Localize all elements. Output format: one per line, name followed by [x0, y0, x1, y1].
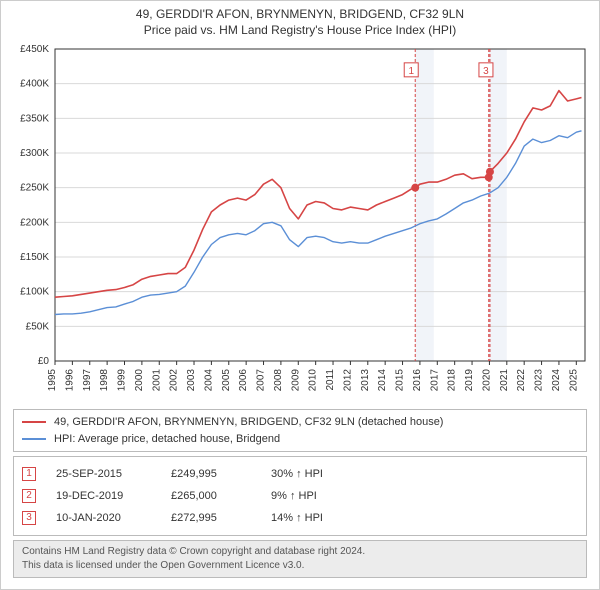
svg-text:2022: 2022 — [516, 369, 527, 392]
svg-text:2012: 2012 — [342, 369, 353, 392]
chart-area: £0 £50K £100K £150K £200K £250K £300K £350K £400… — [9, 41, 591, 403]
svg-text:1999: 1999 — [117, 369, 128, 392]
legend-label-property: 49, GERDDI'R AFON, BRYNMENYN, BRIDGEND, … — [54, 414, 443, 431]
svg-text:2007: 2007 — [256, 369, 267, 392]
svg-text:2005: 2005 — [221, 369, 232, 392]
footer-line-1: Contains HM Land Registry data © Crown c… — [22, 545, 578, 559]
sale-date: 19-DEC-2019 — [56, 490, 151, 502]
svg-text:1996: 1996 — [64, 369, 75, 392]
sale-number: 1 — [26, 469, 32, 479]
sale-hpi: 9% ↑ HPI — [271, 490, 317, 502]
svg-text:2016: 2016 — [412, 369, 423, 392]
sale-price: £249,995 — [171, 468, 251, 480]
svg-text:2024: 2024 — [551, 369, 562, 392]
svg-text:£250K: £250K — [20, 183, 49, 194]
svg-text:£50K: £50K — [26, 321, 50, 332]
svg-text:£0: £0 — [38, 356, 50, 367]
sale-date: 10-JAN-2020 — [56, 512, 151, 524]
chart-frame: 49, GERDDI'R AFON, BRYNMENYN, BRIDGEND, … — [0, 0, 600, 590]
svg-text:2025: 2025 — [568, 369, 579, 392]
sale-row: 1 25-SEP-2015 £249,995 30% ↑ HPI — [22, 463, 578, 485]
svg-text:2021: 2021 — [499, 369, 510, 392]
sale-marker: 2 — [22, 489, 36, 503]
svg-text:2014: 2014 — [377, 369, 388, 392]
sale-number: 3 — [26, 513, 32, 523]
svg-text:£350K: £350K — [20, 113, 49, 124]
svg-text:2018: 2018 — [447, 369, 458, 392]
svg-text:2003: 2003 — [186, 369, 197, 392]
svg-text:2004: 2004 — [203, 369, 214, 392]
svg-text:£300K: £300K — [20, 148, 49, 159]
legend-box: 49, GERDDI'R AFON, BRYNMENYN, BRIDGEND, … — [13, 409, 587, 452]
legend-item-hpi: HPI: Average price, detached house, Brid… — [22, 431, 578, 448]
svg-text:2010: 2010 — [308, 369, 319, 392]
svg-text:£400K: £400K — [20, 79, 49, 90]
svg-text:2011: 2011 — [325, 369, 336, 391]
legend-label-hpi: HPI: Average price, detached house, Brid… — [54, 431, 280, 448]
footer-line-2: This data is licensed under the Open Gov… — [22, 559, 578, 573]
sale-number: 2 — [26, 491, 32, 501]
title-address: 49, GERDDI'R AFON, BRYNMENYN, BRIDGEND, … — [9, 7, 591, 21]
sale-row: 3 10-JAN-2020 £272,995 14% ↑ HPI — [22, 507, 578, 529]
svg-text:3: 3 — [483, 66, 489, 77]
legend-swatch-property — [22, 421, 46, 423]
svg-text:1995: 1995 — [47, 369, 58, 392]
sale-price: £272,995 — [171, 512, 251, 524]
svg-text:£200K: £200K — [20, 217, 49, 228]
sale-marker: 1 — [22, 467, 36, 481]
legend-item-property: 49, GERDDI'R AFON, BRYNMENYN, BRIDGEND, … — [22, 414, 578, 431]
sale-hpi: 14% ↑ HPI — [271, 512, 323, 524]
titles: 49, GERDDI'R AFON, BRYNMENYN, BRIDGEND, … — [9, 7, 591, 37]
svg-text:2015: 2015 — [395, 369, 406, 392]
svg-text:2000: 2000 — [134, 369, 145, 392]
legend-swatch-hpi — [22, 438, 46, 440]
svg-text:£450K: £450K — [20, 44, 49, 55]
sale-hpi: 30% ↑ HPI — [271, 468, 323, 480]
svg-text:2017: 2017 — [429, 369, 440, 392]
svg-text:2020: 2020 — [481, 369, 492, 392]
line-chart-svg: £0 £50K £100K £150K £200K £250K £300K £350K £400… — [9, 41, 591, 403]
sale-row: 2 19-DEC-2019 £265,000 9% ↑ HPI — [22, 485, 578, 507]
attribution-footer: Contains HM Land Registry data © Crown c… — [13, 540, 587, 578]
sale-price: £265,000 — [171, 490, 251, 502]
svg-text:£100K: £100K — [20, 287, 49, 298]
svg-text:2001: 2001 — [151, 369, 162, 392]
svg-text:2008: 2008 — [273, 369, 284, 392]
svg-text:2002: 2002 — [169, 369, 180, 392]
svg-text:1998: 1998 — [99, 369, 110, 392]
title-subtitle: Price paid vs. HM Land Registry's House … — [9, 23, 591, 37]
svg-text:2009: 2009 — [290, 369, 301, 392]
svg-text:2013: 2013 — [360, 369, 371, 392]
svg-text:2006: 2006 — [238, 369, 249, 392]
svg-text:1: 1 — [408, 66, 414, 77]
svg-text:2019: 2019 — [464, 369, 475, 392]
sales-table: 1 25-SEP-2015 £249,995 30% ↑ HPI 2 19-DE… — [13, 456, 587, 536]
svg-text:2023: 2023 — [534, 369, 545, 392]
svg-text:1997: 1997 — [82, 369, 93, 392]
sale-date: 25-SEP-2015 — [56, 468, 151, 480]
svg-text:£150K: £150K — [20, 252, 49, 263]
sale-marker: 3 — [22, 511, 36, 525]
